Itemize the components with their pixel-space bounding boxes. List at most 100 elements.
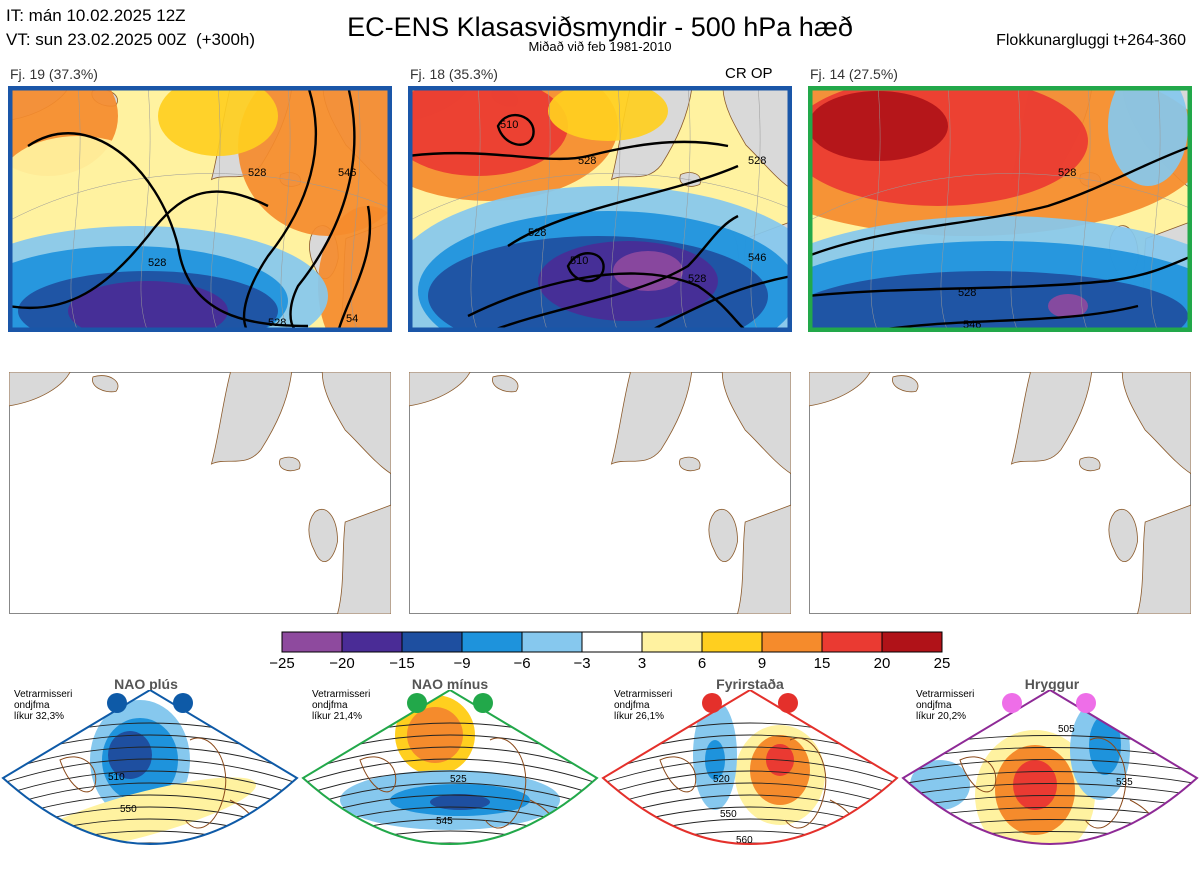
regime-indicator-dot xyxy=(473,693,493,713)
british-isles-land xyxy=(308,509,338,563)
regime-contour-label: 510 xyxy=(108,772,125,783)
regime-contour xyxy=(3,758,297,785)
regime-indicator-dot xyxy=(1002,693,1022,713)
regime-anomaly-blob xyxy=(108,731,152,779)
graticule-line xyxy=(940,89,951,329)
regime-contour xyxy=(303,746,597,773)
empty-map-3 xyxy=(809,372,1191,614)
colorbar-tick-label: 20 xyxy=(873,655,891,672)
contour-label: 528 xyxy=(1058,167,1076,179)
iceland-land xyxy=(1079,456,1101,472)
regime-frame xyxy=(301,690,599,845)
regime-contour xyxy=(903,759,1197,773)
regime-dot xyxy=(778,693,798,713)
regime-contour xyxy=(3,782,297,809)
colorbar-segment xyxy=(461,631,523,653)
map-frame xyxy=(9,372,391,614)
colorbar-segment xyxy=(761,631,823,653)
coastline xyxy=(359,756,397,793)
regime-anomaly-blob xyxy=(1014,853,1042,863)
contour-label: 54 xyxy=(346,313,358,325)
graticule-line xyxy=(811,173,1189,221)
colorbar-segment xyxy=(581,631,643,653)
colorbar-tick-label: −6 xyxy=(513,655,531,672)
regime-contour-label: 550 xyxy=(120,804,137,815)
graticule-line xyxy=(411,173,789,221)
colorbar-tick-label: −25 xyxy=(269,655,295,672)
coastline xyxy=(484,737,527,829)
regime-field: 505 535 560 xyxy=(900,690,1200,869)
regime-contour xyxy=(903,795,1197,809)
colorbar-tick-label: 3 xyxy=(637,655,647,672)
height-contour xyxy=(411,140,729,161)
arctic-island-land xyxy=(92,375,119,393)
regime-map-nao-plus: 510 550 xyxy=(1,690,299,845)
page-subtitle: Miðað við feb 1981-2010 xyxy=(528,39,672,54)
contour-label: 528 xyxy=(528,227,546,239)
contour-label: 528 xyxy=(958,287,976,299)
graticule-line xyxy=(610,89,621,329)
greenland-land xyxy=(610,372,693,465)
regime-contour xyxy=(3,842,297,844)
regime-contour xyxy=(603,770,897,797)
regime-contour-label: 560 xyxy=(736,835,753,846)
regime-dot xyxy=(173,693,193,713)
coastline xyxy=(1084,737,1127,829)
anomaly-blob xyxy=(11,136,158,236)
cluster-tag: CR OP xyxy=(725,65,773,82)
cluster-label: Fj. 19 (37.3%) xyxy=(10,66,98,82)
height-contour xyxy=(496,114,535,146)
contour-label: 528 xyxy=(748,155,766,167)
colorbar-tick-label: 25 xyxy=(933,655,951,672)
regime-indicator-dot xyxy=(702,693,722,713)
regime-title: NAO plús xyxy=(114,676,178,692)
cluster-frame xyxy=(8,86,392,332)
regime-contour xyxy=(303,830,597,844)
regime-anomaly-blob xyxy=(1013,760,1057,810)
regime-contour xyxy=(603,842,897,844)
graticule-line xyxy=(470,89,481,329)
colorbar xyxy=(281,631,943,653)
scandinavia-land xyxy=(321,372,391,475)
graticule-line xyxy=(140,89,151,329)
colorbar-segment xyxy=(701,631,763,653)
contour-label: 528 xyxy=(248,167,266,179)
regime-contour xyxy=(603,782,897,809)
map-frame xyxy=(409,372,791,614)
scandinavia-land xyxy=(1121,372,1191,475)
colorbar-tick-label: −3 xyxy=(573,655,591,672)
anomaly-blob xyxy=(811,91,948,161)
regime-contour xyxy=(900,856,1200,869)
regime-title: Fyrirstaða xyxy=(716,676,784,692)
colorbar-segment xyxy=(521,631,583,653)
regime-title: NAO mínus xyxy=(411,676,489,692)
regime-contour xyxy=(303,842,597,844)
regime-dot xyxy=(1002,693,1022,713)
regime-contour xyxy=(303,758,597,785)
graticule-line xyxy=(11,173,389,221)
graticule-line xyxy=(680,89,691,329)
graticule-line xyxy=(1080,89,1091,329)
canada-land xyxy=(809,372,871,407)
regime-dot xyxy=(702,693,722,713)
coastline xyxy=(959,756,997,793)
arctic-island-land xyxy=(492,375,519,393)
regime-indicator-dot xyxy=(107,693,127,713)
anomaly-field: 510 528 528 510 528 528 546 xyxy=(411,89,789,329)
cluster-map-2: 510 528 528 510 528 528 546 xyxy=(408,86,792,332)
regime-frame xyxy=(601,690,899,845)
regime-contour xyxy=(303,782,597,809)
regime-frame xyxy=(901,690,1199,845)
regime-contour-label: 520 xyxy=(713,774,730,785)
height-contour xyxy=(467,272,746,329)
anomaly-blob xyxy=(1048,294,1088,318)
contour-label: 510 xyxy=(570,255,588,267)
cluster-frame xyxy=(408,86,792,332)
regime-contour-label: 565 xyxy=(445,851,462,862)
contour-label: 546 xyxy=(338,167,356,179)
colorbar-tick-label: −15 xyxy=(389,655,415,672)
coastline xyxy=(784,737,827,829)
iceland-land xyxy=(279,456,301,472)
colorbar-segment xyxy=(641,631,703,653)
cluster-map-3: 528 528 546 xyxy=(808,86,1192,332)
